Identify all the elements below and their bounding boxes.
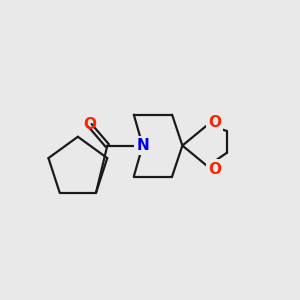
Text: O: O bbox=[208, 162, 221, 177]
Text: O: O bbox=[83, 118, 96, 133]
Text: N: N bbox=[136, 138, 149, 153]
Text: O: O bbox=[208, 115, 221, 130]
